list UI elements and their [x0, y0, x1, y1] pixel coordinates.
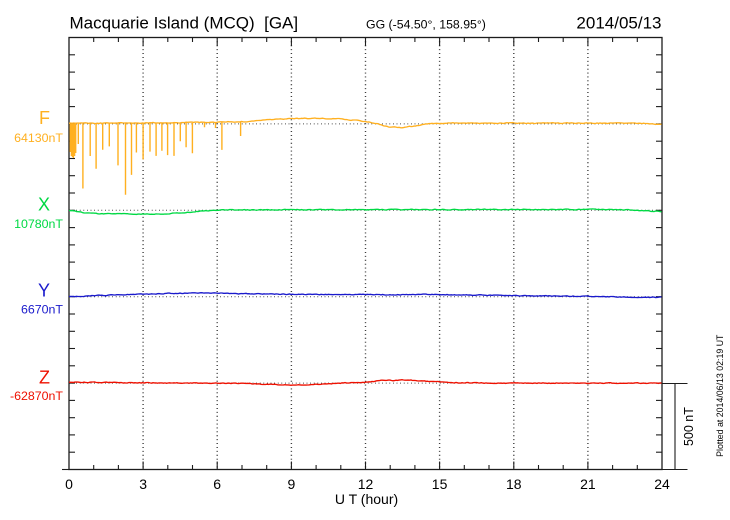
svg-text:-62870nT: -62870nT: [10, 389, 63, 403]
svg-text:2014/05/13: 2014/05/13: [576, 14, 661, 33]
svg-text:Macquarie Island (MCQ) [GA]: Macquarie Island (MCQ) [GA]: [70, 14, 299, 33]
svg-text:GG (-54.50°, 158.95°): GG (-54.50°, 158.95°): [366, 18, 486, 32]
svg-text:6: 6: [213, 476, 221, 492]
svg-text:Plotted at 2014/06/13 02:19 UT: Plotted at 2014/06/13 02:19 UT: [715, 334, 725, 457]
svg-text:0: 0: [65, 476, 73, 492]
svg-text:18: 18: [506, 476, 522, 492]
svg-text:15: 15: [432, 476, 448, 492]
svg-text:12: 12: [358, 476, 374, 492]
svg-text:9: 9: [288, 476, 296, 492]
svg-text:3: 3: [139, 476, 147, 492]
svg-text:6670nT: 6670nT: [21, 303, 63, 317]
svg-text:21: 21: [580, 476, 596, 492]
svg-text:U T (hour): U T (hour): [335, 491, 398, 507]
svg-text:Y: Y: [38, 281, 50, 301]
svg-text:F: F: [39, 108, 50, 128]
svg-text:X: X: [38, 195, 50, 215]
svg-text:64130nT: 64130nT: [14, 131, 63, 145]
svg-text:Z: Z: [39, 367, 50, 387]
svg-text:24: 24: [654, 476, 670, 492]
svg-text:10780nT: 10780nT: [14, 217, 63, 231]
svg-text:500 nT: 500 nT: [682, 407, 696, 446]
